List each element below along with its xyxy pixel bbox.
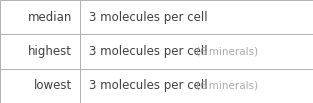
- Text: lowest: lowest: [34, 79, 72, 92]
- Text: (6 minerals): (6 minerals): [196, 81, 258, 91]
- Text: 3 molecules per cell: 3 molecules per cell: [89, 79, 208, 92]
- Text: median: median: [28, 11, 72, 24]
- Text: 3 molecules per cell: 3 molecules per cell: [89, 11, 208, 24]
- Text: 3 molecules per cell: 3 molecules per cell: [89, 45, 208, 58]
- Text: (6 minerals): (6 minerals): [196, 46, 258, 57]
- Text: highest: highest: [28, 45, 72, 58]
